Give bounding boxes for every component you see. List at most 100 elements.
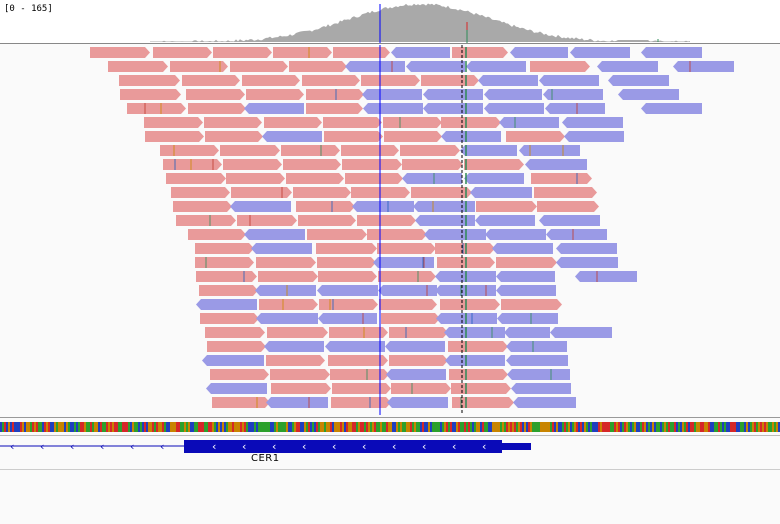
reverse-read	[475, 215, 535, 226]
sequence-base	[662, 422, 664, 432]
sequence-base	[126, 422, 128, 432]
track-divider	[0, 43, 780, 44]
sequence-base	[370, 422, 372, 432]
sequence-base	[470, 422, 472, 432]
forward-read	[537, 201, 599, 212]
forward-read	[449, 369, 508, 380]
sequence-base	[42, 422, 44, 432]
forward-read	[381, 313, 440, 324]
sequence-base	[628, 422, 630, 432]
sequence-base	[750, 422, 752, 432]
gene-feature-cer1[interactable]: ‹ ‹ ‹ ‹ ‹ ‹ ‹ ‹ ‹ ‹ ‹ ‹ ‹ ‹ ‹ ‹	[0, 436, 780, 456]
sequence-base	[332, 422, 334, 432]
sequence-base	[216, 422, 218, 432]
sequence-base	[630, 422, 632, 432]
sequence-base	[120, 422, 122, 432]
sequence-base	[560, 422, 562, 432]
sequence-base	[186, 422, 188, 432]
forward-read	[127, 103, 186, 114]
sequence-base	[640, 422, 642, 432]
sequence-base	[716, 422, 718, 432]
forward-read	[377, 243, 436, 254]
sequence-base	[58, 422, 60, 432]
reverse-read	[641, 103, 702, 114]
reference-sequence-track[interactable]	[0, 420, 780, 436]
forward-read	[170, 61, 228, 72]
reverse-read	[244, 229, 305, 240]
sequence-base	[754, 422, 756, 432]
sequence-base	[218, 422, 220, 432]
sequence-base	[246, 422, 248, 432]
forward-read	[283, 159, 341, 170]
sequence-base	[350, 422, 352, 432]
strand-arrow: ‹	[100, 440, 104, 453]
sequence-base	[542, 422, 544, 432]
forward-read	[318, 271, 377, 282]
reverse-read	[202, 355, 264, 366]
sequence-base	[162, 422, 164, 432]
forward-read	[273, 47, 332, 58]
sequence-base	[196, 422, 198, 432]
forward-read	[435, 243, 495, 254]
sequence-base	[774, 422, 776, 432]
sequence-base	[616, 422, 618, 432]
forward-read	[90, 47, 150, 58]
sequence-base	[284, 422, 286, 432]
reverse-read	[484, 103, 544, 114]
forward-read	[231, 187, 292, 198]
sequence-base	[220, 422, 222, 432]
sequence-base	[474, 422, 476, 432]
sequence-base	[254, 422, 256, 432]
reverse-read	[556, 257, 618, 268]
reverse-read	[385, 341, 445, 352]
sequence-base	[10, 422, 12, 432]
gene-annotation-track[interactable]: ‹ ‹ ‹ ‹ ‹ ‹ ‹ ‹ ‹ ‹ ‹ ‹ ‹ ‹ ‹ ‹ CER1	[0, 436, 780, 470]
reverse-read	[539, 75, 599, 86]
forward-read	[421, 75, 479, 86]
forward-read	[342, 159, 402, 170]
sequence-base	[234, 422, 236, 432]
forward-read	[330, 369, 389, 380]
forward-read	[316, 243, 377, 254]
reverse-read	[318, 313, 377, 324]
forward-read	[120, 89, 181, 100]
sequence-base	[688, 422, 690, 432]
coverage-track[interactable]: [0 - 165]	[0, 0, 780, 44]
sequence-base	[136, 422, 138, 432]
forward-read	[144, 117, 203, 128]
sequence-base	[550, 422, 552, 432]
reverse-read	[562, 117, 623, 128]
sequence-base	[490, 422, 492, 432]
forward-read	[298, 215, 356, 226]
sequence-base	[256, 422, 258, 432]
sequence-base	[206, 422, 208, 432]
sequence-base	[752, 422, 754, 432]
sequence-base	[40, 422, 42, 432]
sequence-base	[110, 422, 112, 432]
strand-arrow: ‹	[70, 440, 74, 453]
sequence-base	[200, 422, 202, 432]
reverse-read	[464, 173, 524, 184]
sequence-base	[590, 422, 592, 432]
sequence-base	[248, 422, 250, 432]
sequence-base	[304, 422, 306, 432]
sequence-base	[728, 422, 730, 432]
reverse-read	[641, 47, 702, 58]
forward-read	[496, 257, 557, 268]
sequence-base	[202, 422, 204, 432]
sequence-base	[194, 422, 196, 432]
sequence-base	[548, 422, 550, 432]
reverse-read	[445, 355, 505, 366]
sequence-base	[182, 422, 184, 432]
sequence-base	[78, 422, 80, 432]
forward-read	[296, 201, 355, 212]
forward-read	[195, 257, 254, 268]
sequence-base	[158, 422, 160, 432]
sequence-base	[462, 422, 464, 432]
forward-read	[270, 369, 330, 380]
sequence-base	[292, 422, 294, 432]
sequence-base	[280, 422, 282, 432]
alignment-track[interactable]	[0, 45, 780, 415]
sequence-base	[138, 422, 140, 432]
